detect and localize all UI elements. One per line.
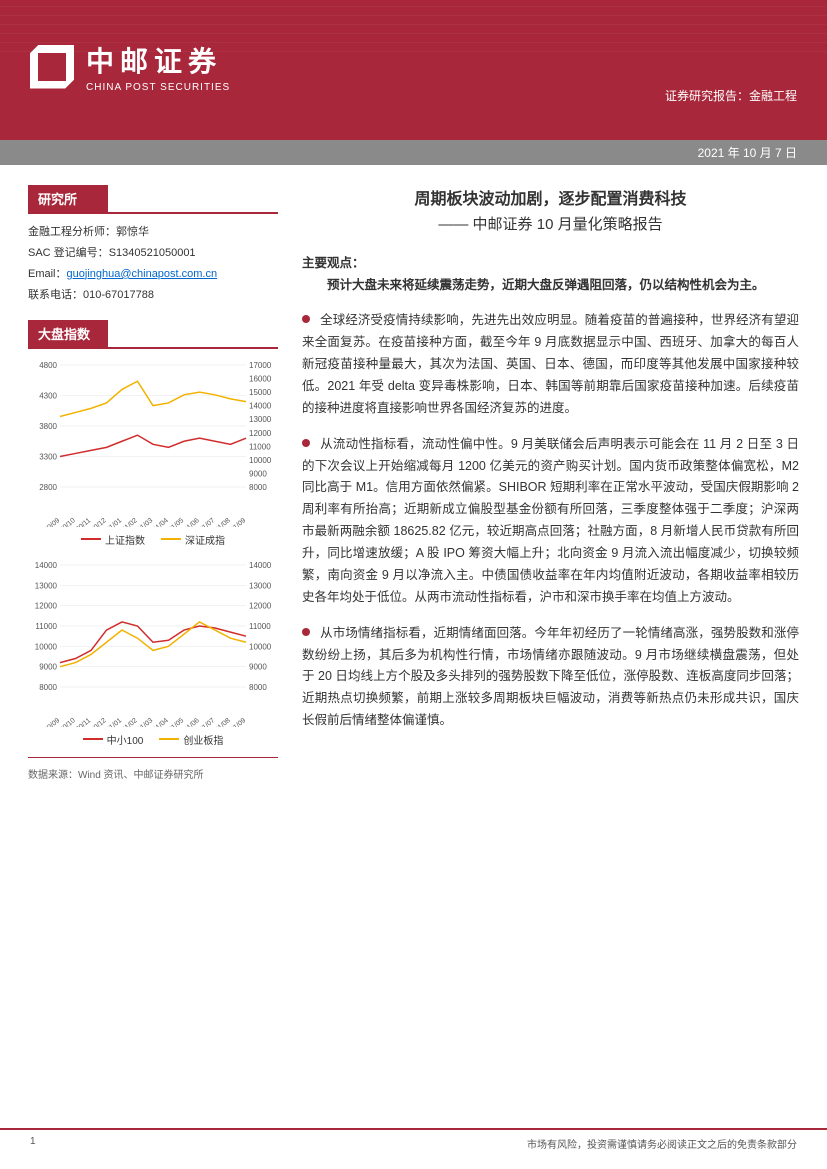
paragraph-text: 从市场情绪指标看，近期情绪面回落。今年年初经历了一轮情绪高涨，强势股数和涨停数纷… bbox=[302, 626, 799, 728]
legend-line bbox=[159, 738, 179, 740]
chart-1: 2800 3300 3800 4300 4800 8000 9000 10000 11000 12… bbox=[28, 357, 278, 547]
chart-1-legend: 上证指数 深证成指 bbox=[28, 532, 278, 547]
brand-logo bbox=[30, 45, 74, 89]
svg-text:10000: 10000 bbox=[249, 642, 272, 651]
analyst-label: 金融工程分析师： bbox=[28, 226, 116, 238]
report-title: 周期板块波动加剧，逐步配置消费科技 bbox=[302, 185, 799, 209]
brand-name-cn: 中邮证券 bbox=[86, 40, 230, 80]
analyst-name: 郭惊华 bbox=[116, 226, 149, 238]
chart-2: 8000 9000 10000 11000 12000 13000 14000 8000 900… bbox=[28, 557, 278, 747]
bullet-icon bbox=[302, 439, 310, 447]
legend-label: 上证指数 bbox=[105, 532, 145, 547]
svg-text:4300: 4300 bbox=[39, 391, 57, 400]
divider bbox=[28, 757, 278, 758]
paragraph-text: 全球经济受疫情持续影响，先进先出效应明显。随着疫苗的普遍接种，世界经济有望迎来全… bbox=[302, 313, 799, 415]
svg-text:13000: 13000 bbox=[249, 581, 272, 590]
svg-text:3800: 3800 bbox=[39, 422, 57, 431]
svg-text:12000: 12000 bbox=[249, 601, 272, 610]
chart-1-svg: 2800 3300 3800 4300 4800 8000 9000 10000 11000 12… bbox=[28, 357, 278, 527]
svg-text:11000: 11000 bbox=[249, 442, 271, 451]
svg-text:13000: 13000 bbox=[35, 581, 58, 590]
legend-item: 中小100 bbox=[83, 732, 144, 747]
analyst-info: 金融工程分析师：郭惊华 SAC 登记编号：S1340521050001 Emai… bbox=[28, 222, 278, 306]
legend-item: 创业板指 bbox=[159, 732, 223, 747]
svg-text:16000: 16000 bbox=[249, 374, 272, 383]
legend-label: 中小100 bbox=[107, 732, 144, 747]
paragraph-text: 从流动性指标看，流动性偏中性。9 月美联储会后声明表示可能会在 11 月 2 日… bbox=[302, 437, 799, 604]
body-paragraph: 从市场情绪指标看，近期情绪面回落。今年年初经历了一轮情绪高涨，强势股数和涨停数纷… bbox=[302, 623, 799, 732]
svg-text:8000: 8000 bbox=[249, 483, 267, 492]
legend-label: 创业板指 bbox=[183, 732, 223, 747]
svg-text:9000: 9000 bbox=[249, 469, 267, 478]
email-label: Email： bbox=[28, 268, 67, 280]
bullet-icon bbox=[302, 315, 310, 323]
svg-text:2800: 2800 bbox=[39, 483, 57, 492]
svg-text:2020/09: 2020/09 bbox=[37, 717, 61, 727]
brand-name-en: CHINA POST SECURITIES bbox=[86, 82, 230, 93]
svg-text:14000: 14000 bbox=[249, 401, 272, 410]
main-content: 周期板块波动加剧，逐步配置消费科技 —— 中邮证券 10 月量化策略报告 主要观… bbox=[302, 185, 799, 781]
svg-text:9000: 9000 bbox=[249, 662, 267, 671]
svg-text:9000: 9000 bbox=[39, 662, 57, 671]
phone-label: 联系电话： bbox=[28, 289, 83, 301]
chart-2-svg: 8000 9000 10000 11000 12000 13000 14000 8000 900… bbox=[28, 557, 278, 727]
legend-line bbox=[161, 538, 181, 540]
sac-no: S1340521050001 bbox=[109, 247, 196, 259]
email-link[interactable]: guojinghua@chinapost.com.cn bbox=[67, 268, 218, 280]
report-subtitle: —— 中邮证券 10 月量化策略报告 bbox=[302, 213, 799, 234]
svg-text:10000: 10000 bbox=[35, 642, 58, 651]
svg-text:17000: 17000 bbox=[249, 361, 272, 370]
svg-text:12000: 12000 bbox=[35, 601, 58, 610]
svg-text:8000: 8000 bbox=[39, 683, 57, 692]
svg-text:15000: 15000 bbox=[249, 388, 272, 397]
svg-text:8000: 8000 bbox=[249, 683, 267, 692]
report-date: 2021 年 10 月 7 日 bbox=[0, 140, 827, 165]
body-paragraph: 从流动性指标看，流动性偏中性。9 月美联储会后声明表示可能会在 11 月 2 日… bbox=[302, 434, 799, 609]
page-number: 1 bbox=[30, 1136, 36, 1151]
bullet-icon bbox=[302, 628, 310, 636]
disclaimer: 市场有风险，投资需谨慎请务必阅读正文之后的免责条款部分 bbox=[527, 1136, 797, 1151]
sac-label: SAC 登记编号： bbox=[28, 247, 109, 259]
legend-line bbox=[83, 738, 103, 740]
phone: 010-67017788 bbox=[83, 289, 154, 301]
header-band: 中邮证券 CHINA POST SECURITIES 证券研究报告：金融工程 bbox=[0, 0, 827, 140]
svg-text:14000: 14000 bbox=[35, 561, 58, 570]
svg-text:11000: 11000 bbox=[249, 622, 271, 631]
brand: 中邮证券 CHINA POST SECURITIES bbox=[30, 40, 797, 93]
data-source: 数据来源：Wind 资讯、中邮证券研究所 bbox=[28, 766, 278, 781]
legend-line bbox=[81, 538, 101, 540]
keypoints-label: 主要观点： bbox=[302, 252, 799, 271]
index-box-title: 大盘指数 bbox=[28, 320, 108, 347]
sidebar: 研究所 金融工程分析师：郭惊华 SAC 登记编号：S1340521050001 … bbox=[28, 185, 278, 781]
svg-text:3300: 3300 bbox=[39, 452, 57, 461]
chart-2-legend: 中小100 创业板指 bbox=[28, 732, 278, 747]
footer: 1 市场有风险，投资需谨慎请务必阅读正文之后的免责条款部分 bbox=[0, 1128, 827, 1151]
svg-text:14000: 14000 bbox=[249, 561, 272, 570]
legend-label: 深证成指 bbox=[185, 532, 225, 547]
svg-text:11000: 11000 bbox=[35, 622, 57, 631]
legend-item: 深证成指 bbox=[161, 532, 225, 547]
body-paragraph: 全球经济受疫情持续影响，先进先出效应明显。随着疫苗的普遍接种，世界经济有望迎来全… bbox=[302, 310, 799, 419]
legend-item: 上证指数 bbox=[81, 532, 145, 547]
svg-text:4800: 4800 bbox=[39, 361, 57, 370]
svg-text:2020/09: 2020/09 bbox=[37, 517, 61, 527]
svg-text:10000: 10000 bbox=[249, 455, 272, 464]
divider bbox=[28, 212, 278, 214]
svg-text:13000: 13000 bbox=[249, 415, 272, 424]
research-box-title: 研究所 bbox=[28, 185, 108, 212]
keypoints-lead: 预计大盘未来将延续震荡走势，近期大盘反弹遇阻回落，仍以结构性机会为主。 bbox=[302, 275, 799, 296]
svg-text:12000: 12000 bbox=[249, 428, 272, 437]
divider bbox=[28, 347, 278, 349]
